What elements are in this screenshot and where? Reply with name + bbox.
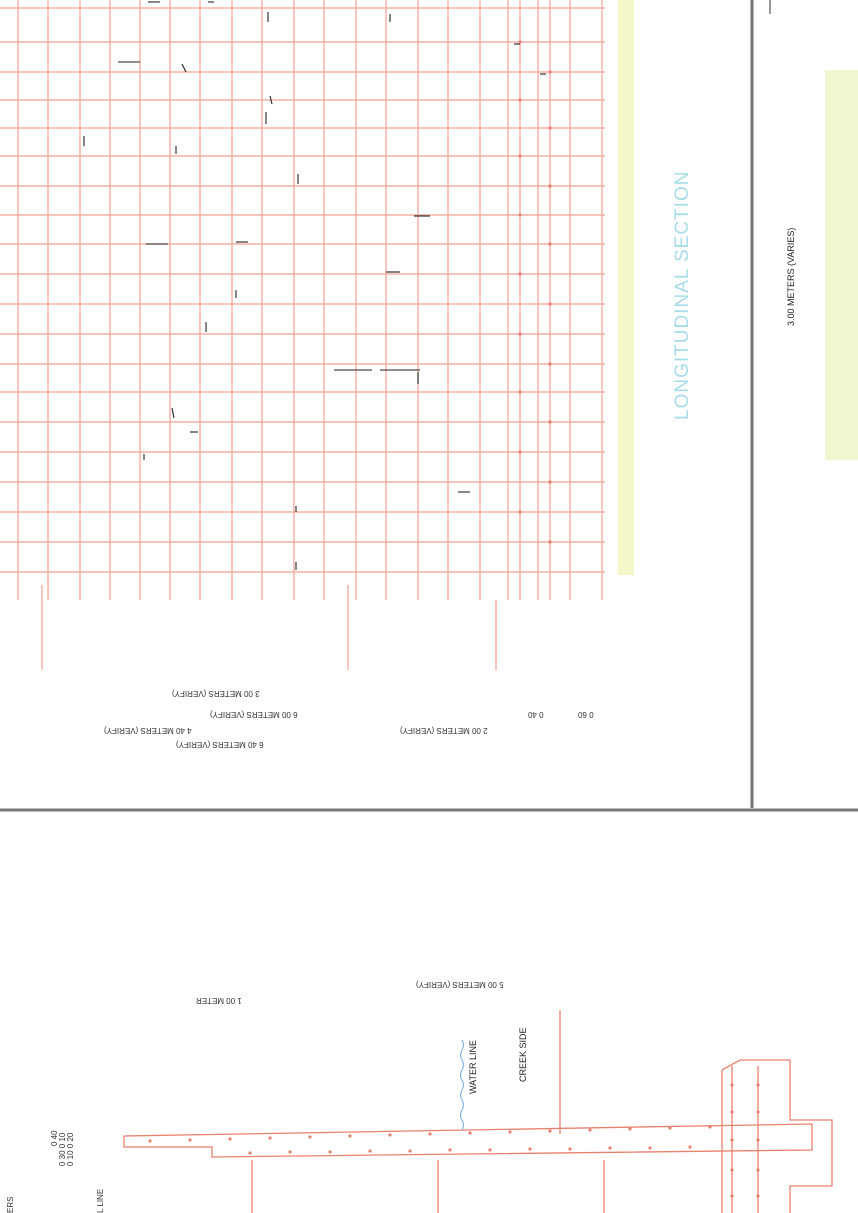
dim-note-4-4m: 4 40 METERS (VERIFY)	[104, 726, 192, 735]
slab-bar-dots	[148, 1083, 760, 1198]
dim-note-5m: 5 00 METERS (VERIFY)	[416, 980, 504, 989]
highlight-strip-right	[825, 70, 858, 460]
rebar-grid	[0, 0, 605, 670]
dim-note-3m: 3 00 METERS (VERIFY)	[172, 689, 260, 698]
panel-frames	[0, 0, 858, 812]
section-title: LONGITUDINAL SECTION	[672, 170, 693, 420]
dim-note-2m: 2 00 METERS (VERIFY)	[400, 726, 488, 735]
water-line-label: WATER LINE	[468, 1039, 478, 1094]
rebar-dots	[518, 40, 552, 544]
dim-note-6m: 6 00 METERS (VERIFY)	[210, 710, 298, 719]
wall-section	[123, 1010, 833, 1213]
edge-label-left: ERS	[6, 1196, 15, 1213]
dim-note-1m: 1 00 METER	[196, 996, 242, 1005]
dim-note-0-6: 0 60	[578, 710, 594, 719]
highlight-strip-section	[618, 0, 634, 575]
ink-marks	[83, 1, 546, 570]
width-note: 3.00 METERS (VARIES)	[786, 227, 796, 326]
dim-note-0-4: 0 40	[528, 710, 544, 719]
water-line	[459, 1039, 465, 1131]
dim-note-6-4m: 6 40 METERS (VERIFY)	[176, 740, 264, 749]
creek-side-label: CREEK SIDE	[518, 1027, 528, 1082]
edge-label-line: L LINE	[96, 1188, 105, 1213]
small-dim-3: 0 10 0 20	[66, 1132, 75, 1166]
